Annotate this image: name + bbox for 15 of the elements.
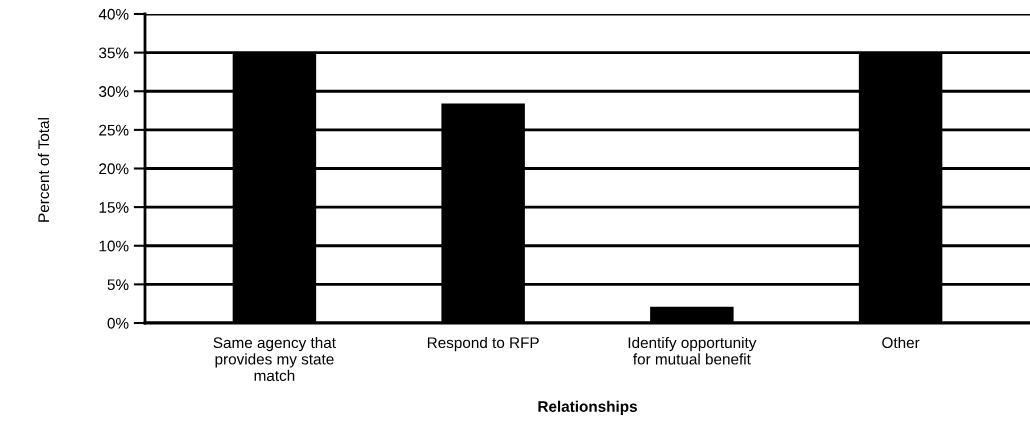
y-tick-label: 10% <box>99 240 129 252</box>
x-axis-title: Relationships <box>538 400 637 415</box>
y-tick-label: 40% <box>98 8 129 20</box>
x-tick-label: Identify opportunity for mutual benefit <box>628 336 757 365</box>
y-axis-title: Percent of Total <box>37 118 50 222</box>
y-tick-label: 35% <box>99 47 129 59</box>
x-tick-label: Respond to RFP <box>427 336 539 352</box>
y-tick-label: 25% <box>99 124 129 136</box>
y-tick-label: 5% <box>107 279 129 291</box>
x-tick-label: Other <box>882 336 920 349</box>
y-tick-label: 30% <box>99 86 129 97</box>
y-tick-label: 0% <box>107 317 129 329</box>
x-tick-label: Same agency that provides my state match <box>213 336 336 382</box>
y-tick-label: 15% <box>99 202 129 213</box>
y-tick-label: 20% <box>99 163 129 175</box>
